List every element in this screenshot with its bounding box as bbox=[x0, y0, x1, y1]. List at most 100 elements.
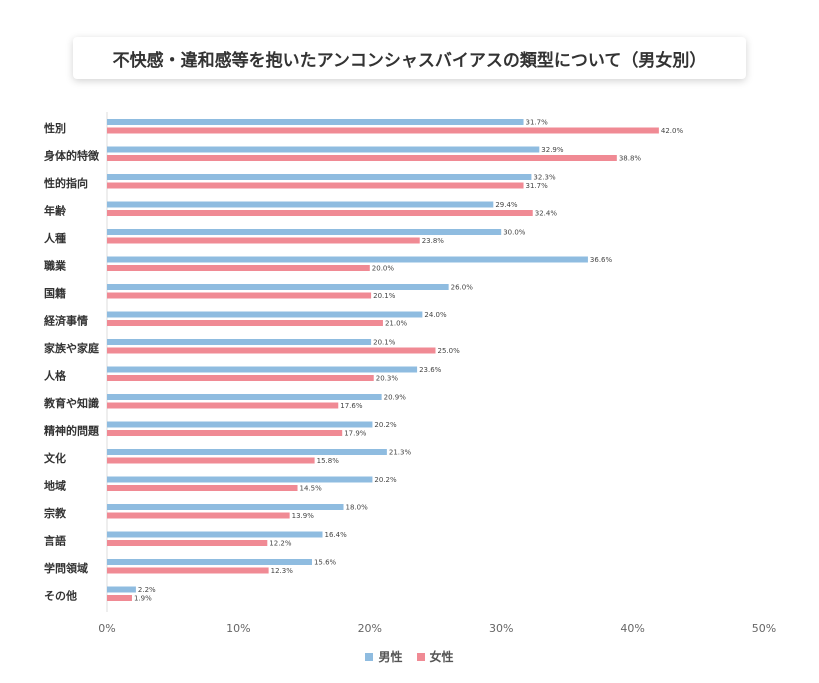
category-label: 言語 bbox=[44, 534, 66, 548]
data-label-female: 12.2% bbox=[269, 540, 292, 548]
category-label: 職業 bbox=[44, 259, 67, 273]
bar-male bbox=[107, 531, 323, 538]
data-label-male: 32.9% bbox=[541, 146, 564, 154]
bar-male bbox=[107, 394, 382, 400]
data-label-female: 17.6% bbox=[340, 402, 363, 410]
category-label: 家族や家庭 bbox=[44, 341, 99, 355]
bar-male bbox=[107, 339, 372, 345]
bar-male bbox=[107, 146, 540, 153]
bar-male bbox=[107, 201, 494, 208]
bar-male bbox=[107, 586, 136, 593]
data-label-male: 30.0% bbox=[503, 229, 526, 237]
category-label: 年齢 bbox=[44, 204, 67, 218]
x-tick-label: 50% bbox=[752, 622, 776, 635]
data-label-male: 16.4% bbox=[324, 531, 347, 539]
data-label-male: 29.4% bbox=[495, 201, 518, 209]
data-label-male: 20.2% bbox=[374, 476, 397, 484]
data-label-female: 31.7% bbox=[526, 182, 549, 190]
category-label: 学問領域 bbox=[44, 561, 88, 575]
bar-female bbox=[107, 127, 659, 134]
legend-item-male: 男性 bbox=[365, 648, 403, 665]
chart-title: 不快感・違和感等を抱いたアンコンシャスバイアスの類型について（男女別） bbox=[73, 37, 746, 79]
data-label-male: 32.3% bbox=[533, 174, 556, 182]
bar-female bbox=[107, 292, 372, 299]
bar-male bbox=[107, 174, 532, 180]
bar-male bbox=[107, 504, 344, 510]
data-label-male: 21.3% bbox=[389, 449, 412, 457]
data-label-female: 15.8% bbox=[317, 457, 340, 465]
bar-female bbox=[107, 595, 132, 601]
bar-female bbox=[107, 402, 339, 409]
bar-male bbox=[107, 449, 387, 455]
data-label-female: 20.3% bbox=[376, 375, 399, 383]
category-label: 身体的特徴 bbox=[44, 149, 100, 163]
x-tick-label: 30% bbox=[489, 622, 513, 635]
data-label-female: 38.8% bbox=[619, 155, 642, 163]
data-label-female: 42.0% bbox=[661, 127, 684, 135]
data-label-female: 32.4% bbox=[535, 210, 558, 218]
bar-female bbox=[107, 567, 269, 574]
x-tick-label: 0% bbox=[98, 622, 115, 635]
bar-female bbox=[107, 485, 298, 491]
bar-female bbox=[107, 320, 383, 326]
bar-male bbox=[107, 229, 502, 235]
bar-female bbox=[107, 265, 370, 271]
legend-item-female: 女性 bbox=[416, 648, 454, 665]
data-label-female: 14.5% bbox=[300, 485, 323, 493]
bar-male bbox=[107, 559, 312, 565]
bar-female bbox=[107, 457, 315, 464]
category-label: 文化 bbox=[44, 451, 66, 465]
data-label-female: 23.8% bbox=[422, 237, 445, 245]
category-label: 精神的問題 bbox=[44, 424, 100, 438]
bar-female bbox=[107, 430, 343, 436]
data-label-male: 2.2% bbox=[138, 586, 156, 594]
x-tick-label: 40% bbox=[620, 622, 644, 635]
category-label: 経済事情 bbox=[44, 314, 88, 328]
bar-female bbox=[107, 512, 290, 519]
bar-female bbox=[107, 155, 617, 161]
category-label: 国籍 bbox=[44, 286, 66, 300]
legend-swatch-male bbox=[365, 653, 374, 661]
bar-female bbox=[107, 347, 436, 354]
legend-label-female: 女性 bbox=[429, 650, 454, 664]
data-label-female: 20.0% bbox=[372, 265, 395, 273]
data-label-female: 25.0% bbox=[438, 347, 461, 355]
bar-male bbox=[107, 366, 418, 373]
data-label-male: 36.6% bbox=[590, 256, 613, 264]
data-label-female: 17.9% bbox=[344, 430, 367, 438]
data-label-female: 13.9% bbox=[292, 512, 315, 520]
data-label-male: 31.7% bbox=[526, 119, 549, 127]
data-label-male: 18.0% bbox=[346, 504, 369, 512]
bar-female bbox=[107, 210, 533, 216]
legend-label-male: 男性 bbox=[378, 650, 403, 664]
data-label-male: 20.2% bbox=[374, 421, 397, 429]
category-label: 人格 bbox=[44, 369, 67, 383]
data-label-male: 20.1% bbox=[373, 339, 396, 347]
category-label: 人種 bbox=[44, 231, 66, 245]
bar-male bbox=[107, 119, 524, 125]
data-label-female: 1.9% bbox=[134, 595, 152, 603]
data-label-male: 26.0% bbox=[451, 284, 474, 292]
legend-swatch-female bbox=[416, 653, 425, 661]
bar-female bbox=[107, 375, 374, 381]
bar-male bbox=[107, 256, 588, 263]
bar-female bbox=[107, 540, 268, 546]
data-label-male: 23.6% bbox=[419, 366, 442, 374]
data-label-female: 12.3% bbox=[271, 567, 294, 575]
category-label: 教育や知識 bbox=[43, 396, 99, 410]
data-label-male: 24.0% bbox=[424, 311, 447, 319]
data-label-male: 15.6% bbox=[314, 559, 337, 567]
data-label-male: 20.9% bbox=[384, 394, 407, 402]
x-tick-label: 20% bbox=[358, 622, 382, 635]
legend: 男性 女性 bbox=[0, 648, 819, 665]
bar-male bbox=[107, 421, 373, 428]
data-label-female: 20.1% bbox=[373, 292, 396, 300]
data-label-female: 21.0% bbox=[385, 320, 408, 328]
bar-male bbox=[107, 284, 449, 290]
bar-female bbox=[107, 237, 420, 244]
category-label: 性別 bbox=[44, 121, 66, 135]
category-label: 地域 bbox=[44, 479, 66, 493]
category-label: その他 bbox=[44, 589, 77, 603]
